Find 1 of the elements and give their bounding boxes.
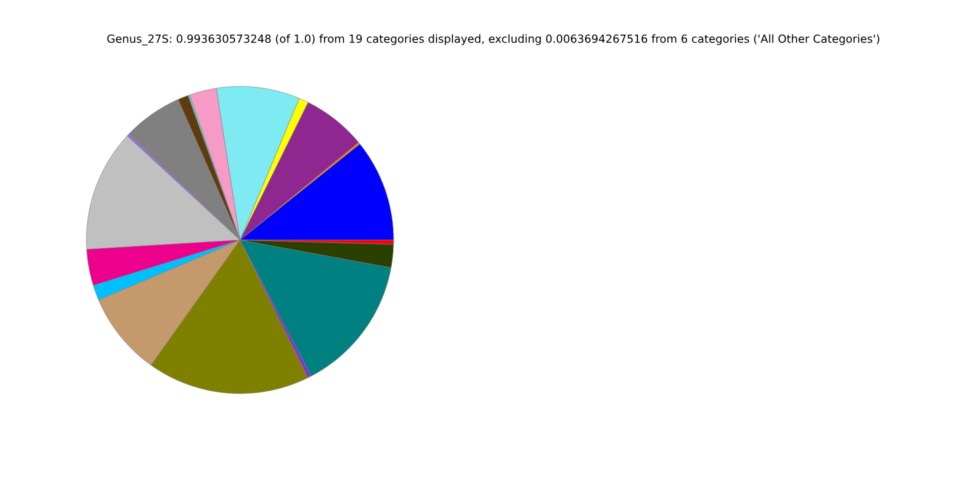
text: Genus_27S: 0.993630573248 (of 1.0) from 19 categories displayed, excluding 0.0063694267516 from 6 categories ('All Other Categories') — [107, 34, 880, 46]
